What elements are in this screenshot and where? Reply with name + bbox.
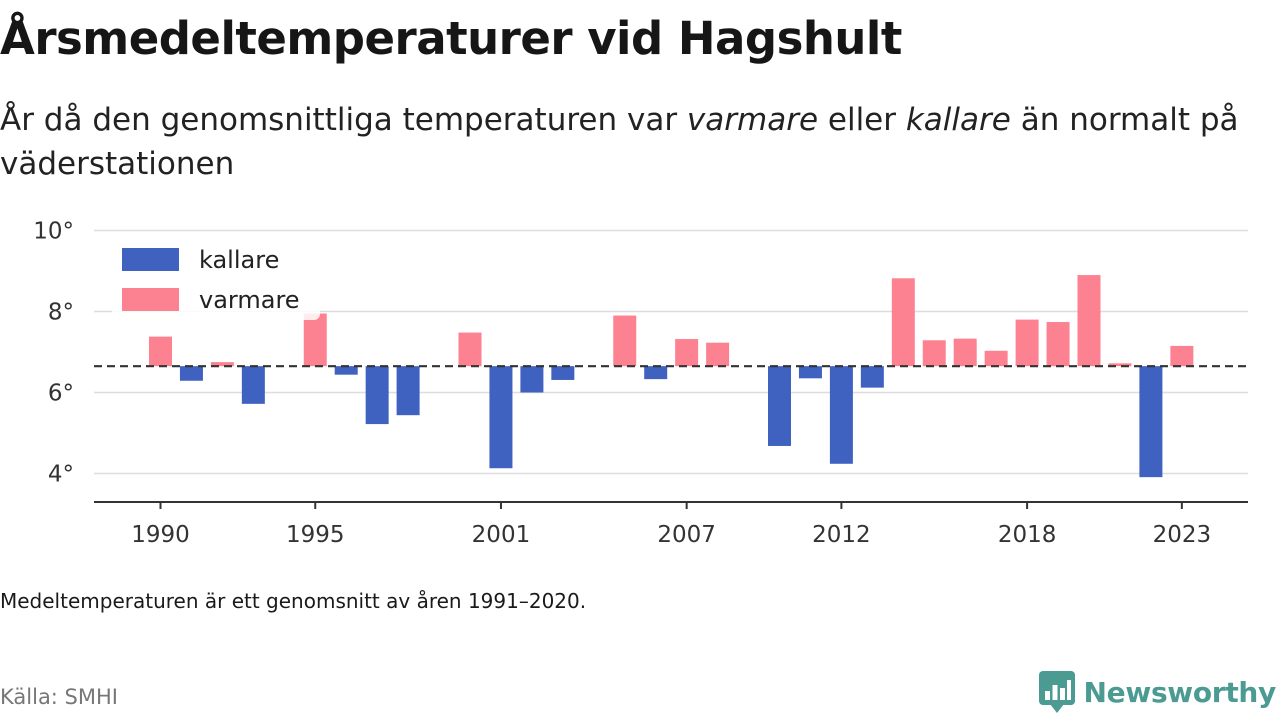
legend: kallare varmare — [112, 232, 320, 320]
x-tick-label: 2023 — [1153, 522, 1212, 548]
grid-lines — [94, 229, 1248, 475]
x-tick-label: 2012 — [812, 522, 871, 548]
bar-2010 — [768, 366, 791, 446]
bar-1998 — [396, 366, 420, 416]
bar-2017 — [984, 350, 1008, 367]
newsworthy-logo-icon — [1038, 671, 1075, 713]
bar-2022 — [1139, 366, 1163, 478]
bar-2006 — [644, 366, 668, 380]
legend-label-varmare: varmare — [199, 286, 300, 314]
bar-2007 — [675, 339, 699, 367]
bar-2000 — [458, 332, 482, 367]
legend-label-kallare: kallare — [199, 246, 279, 274]
x-tick-label: 1990 — [131, 522, 190, 548]
bar-2013 — [860, 366, 884, 388]
bar-1996 — [334, 366, 358, 375]
bar-1993 — [241, 366, 265, 404]
bar-1995 — [303, 313, 327, 367]
subtitle-text-end: än normalt på väderstationen — [0, 102, 1239, 182]
bar-1990 — [149, 336, 172, 367]
x-tick-label: 2018 — [998, 522, 1057, 548]
bar-1992 — [210, 362, 234, 367]
y-tick-label: 10° — [33, 219, 74, 245]
bar-2002 — [520, 366, 544, 393]
bar-2021 — [1108, 363, 1132, 367]
bar-2016 — [953, 338, 977, 367]
brand-name: Newsworthy — [1083, 675, 1277, 709]
chart-title: Årsmedeltemperaturer vid Hagshult — [0, 12, 902, 65]
bar-2018 — [1015, 319, 1039, 367]
bar-2015 — [922, 340, 946, 367]
subtitle-text-start: År då den genomsnittliga temperaturen va… — [0, 102, 687, 138]
y-tick-label: 4° — [48, 462, 74, 488]
bar-2020 — [1077, 275, 1101, 367]
bars — [149, 275, 1194, 478]
source-credit: Källa: SMHI — [0, 685, 118, 709]
subtitle-cold-word: kallare — [905, 102, 1011, 138]
bar-1991 — [179, 366, 203, 381]
subtitle-text-middle: eller — [818, 102, 906, 138]
bar-2019 — [1046, 322, 1070, 367]
bar-2005 — [613, 315, 637, 367]
bar-2001 — [489, 366, 513, 469]
x-axis-ticks: 1990 1995 2001 2007 2012 2018 2023 — [131, 502, 1211, 548]
footnote: Medeltemperaturen är ett genomsnitt av å… — [0, 589, 587, 613]
bar-2014 — [891, 278, 915, 367]
bar-2012 — [829, 366, 853, 464]
y-axis-ticks: 4° 6° 8° 10° — [33, 219, 74, 488]
legend-swatch-kallare — [122, 248, 179, 271]
y-tick-label: 8° — [48, 300, 74, 326]
bar-2011 — [798, 366, 822, 379]
bar-2023 — [1170, 345, 1194, 367]
brand-logo: Newsworthy — [1038, 670, 1276, 714]
subtitle-warm-word: varmare — [686, 102, 819, 138]
x-tick-label: 2001 — [472, 522, 531, 548]
chart-subtitle: År då den genomsnittliga temperaturen va… — [0, 98, 1270, 186]
temperature-bar-chart: 4° 6° 8° 10° 1990 1995 2001 2007 2012 2018 2023 k… — [33, 219, 1248, 548]
legend-swatch-varmare — [122, 288, 179, 311]
bar-2003 — [551, 366, 575, 380]
y-tick-label: 6° — [48, 381, 74, 407]
x-tick-label: 2007 — [657, 522, 716, 548]
x-tick-label: 1995 — [286, 522, 345, 548]
bar-1997 — [365, 366, 389, 425]
bar-2008 — [706, 342, 730, 367]
